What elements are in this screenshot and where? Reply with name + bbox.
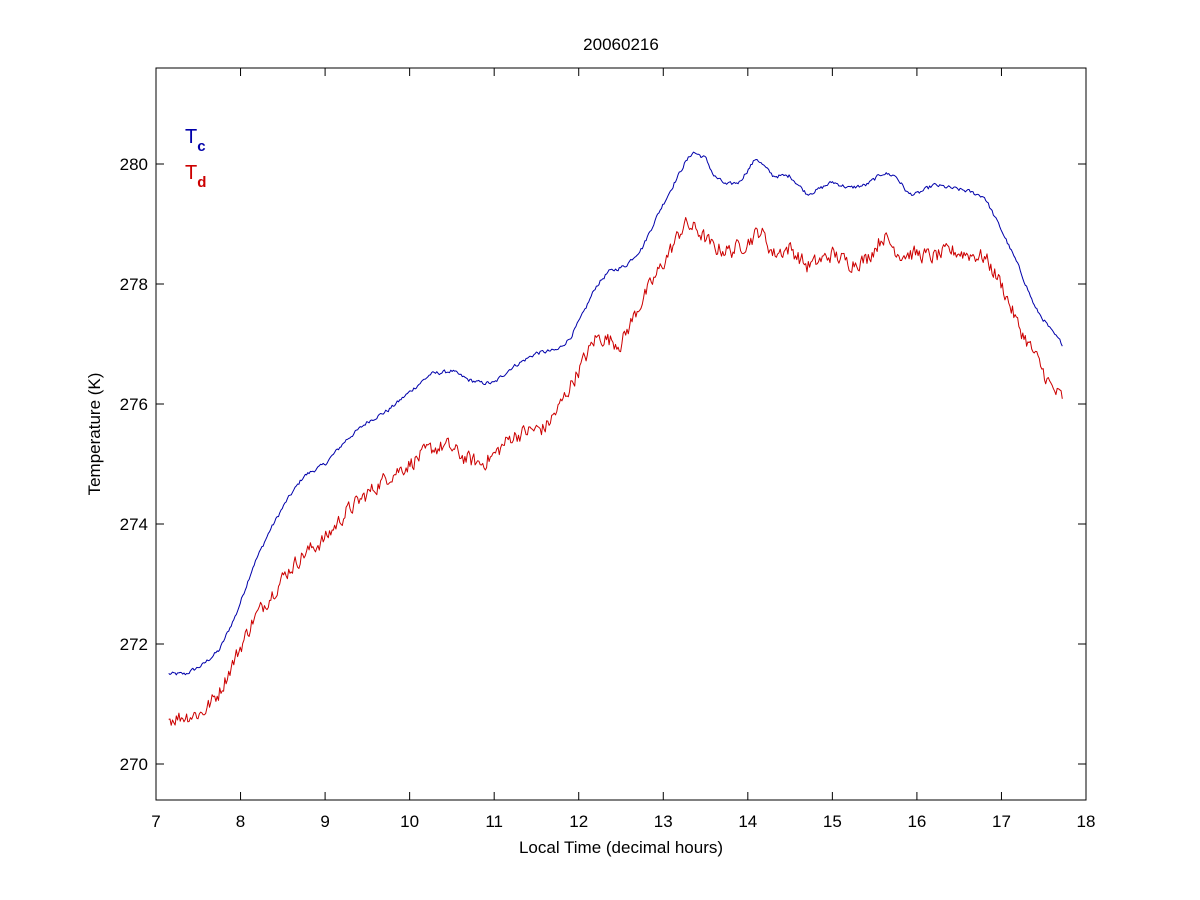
legend-entry-td: Td — [185, 162, 206, 191]
series-line-d — [168, 217, 1063, 726]
x-tick-label: 10 — [400, 812, 419, 831]
x-tick-label: 13 — [654, 812, 673, 831]
y-tick-label: 278 — [120, 275, 148, 294]
y-tick-label: 270 — [120, 755, 148, 774]
x-tick-label: 14 — [738, 812, 757, 831]
y-tick-label: 276 — [120, 395, 148, 414]
x-tick-label: 9 — [320, 812, 329, 831]
y-tick-label: 272 — [120, 635, 148, 654]
y-tick-label: 274 — [120, 515, 148, 534]
x-tick-label: 16 — [907, 812, 926, 831]
x-tick-label: 7 — [151, 812, 160, 831]
y-tick-label: 280 — [120, 155, 148, 174]
x-tick-label: 8 — [236, 812, 245, 831]
x-tick-label: 12 — [569, 812, 588, 831]
tick-layer: 7 8 9 10 11 12 13 14 15 16 17 18 270 272 274 276 278 280 — [120, 68, 1096, 831]
x-tick-label: 11 — [485, 812, 503, 831]
chart-title: 20060216 — [583, 35, 659, 54]
x-tick-label: 17 — [992, 812, 1011, 831]
series-line-c — [168, 151, 1063, 676]
legend-td-main: T — [185, 162, 197, 184]
legend-tc-sub: c — [197, 138, 205, 155]
y-axis-title: Temperature (K) — [85, 373, 104, 496]
plot-area — [156, 68, 1086, 800]
legend-td-sub: d — [197, 174, 206, 191]
x-axis-title: Local Time (decimal hours) — [519, 838, 723, 857]
legend: Tc Td — [185, 126, 206, 191]
x-tick-label: 18 — [1077, 812, 1096, 831]
series-layer — [168, 151, 1063, 726]
x-tick-label: 15 — [823, 812, 842, 831]
legend-tc-main: T — [185, 126, 197, 148]
plot-frame — [155, 67, 1087, 801]
legend-entry-tc: Tc — [185, 126, 206, 155]
